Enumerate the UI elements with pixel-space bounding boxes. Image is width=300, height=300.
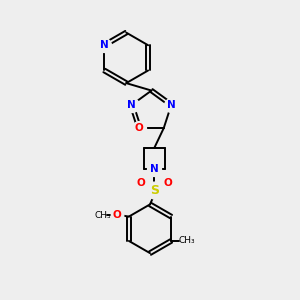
Text: CH₃: CH₃ [179, 236, 196, 245]
Text: O: O [113, 210, 122, 220]
Text: O: O [164, 178, 172, 188]
Text: O: O [135, 123, 144, 133]
Text: N: N [150, 164, 159, 174]
Text: CH₃: CH₃ [94, 211, 111, 220]
Text: N: N [100, 40, 109, 50]
Text: N: N [127, 100, 136, 110]
Text: N: N [167, 100, 176, 110]
Text: S: S [150, 184, 159, 197]
Text: O: O [137, 178, 146, 188]
